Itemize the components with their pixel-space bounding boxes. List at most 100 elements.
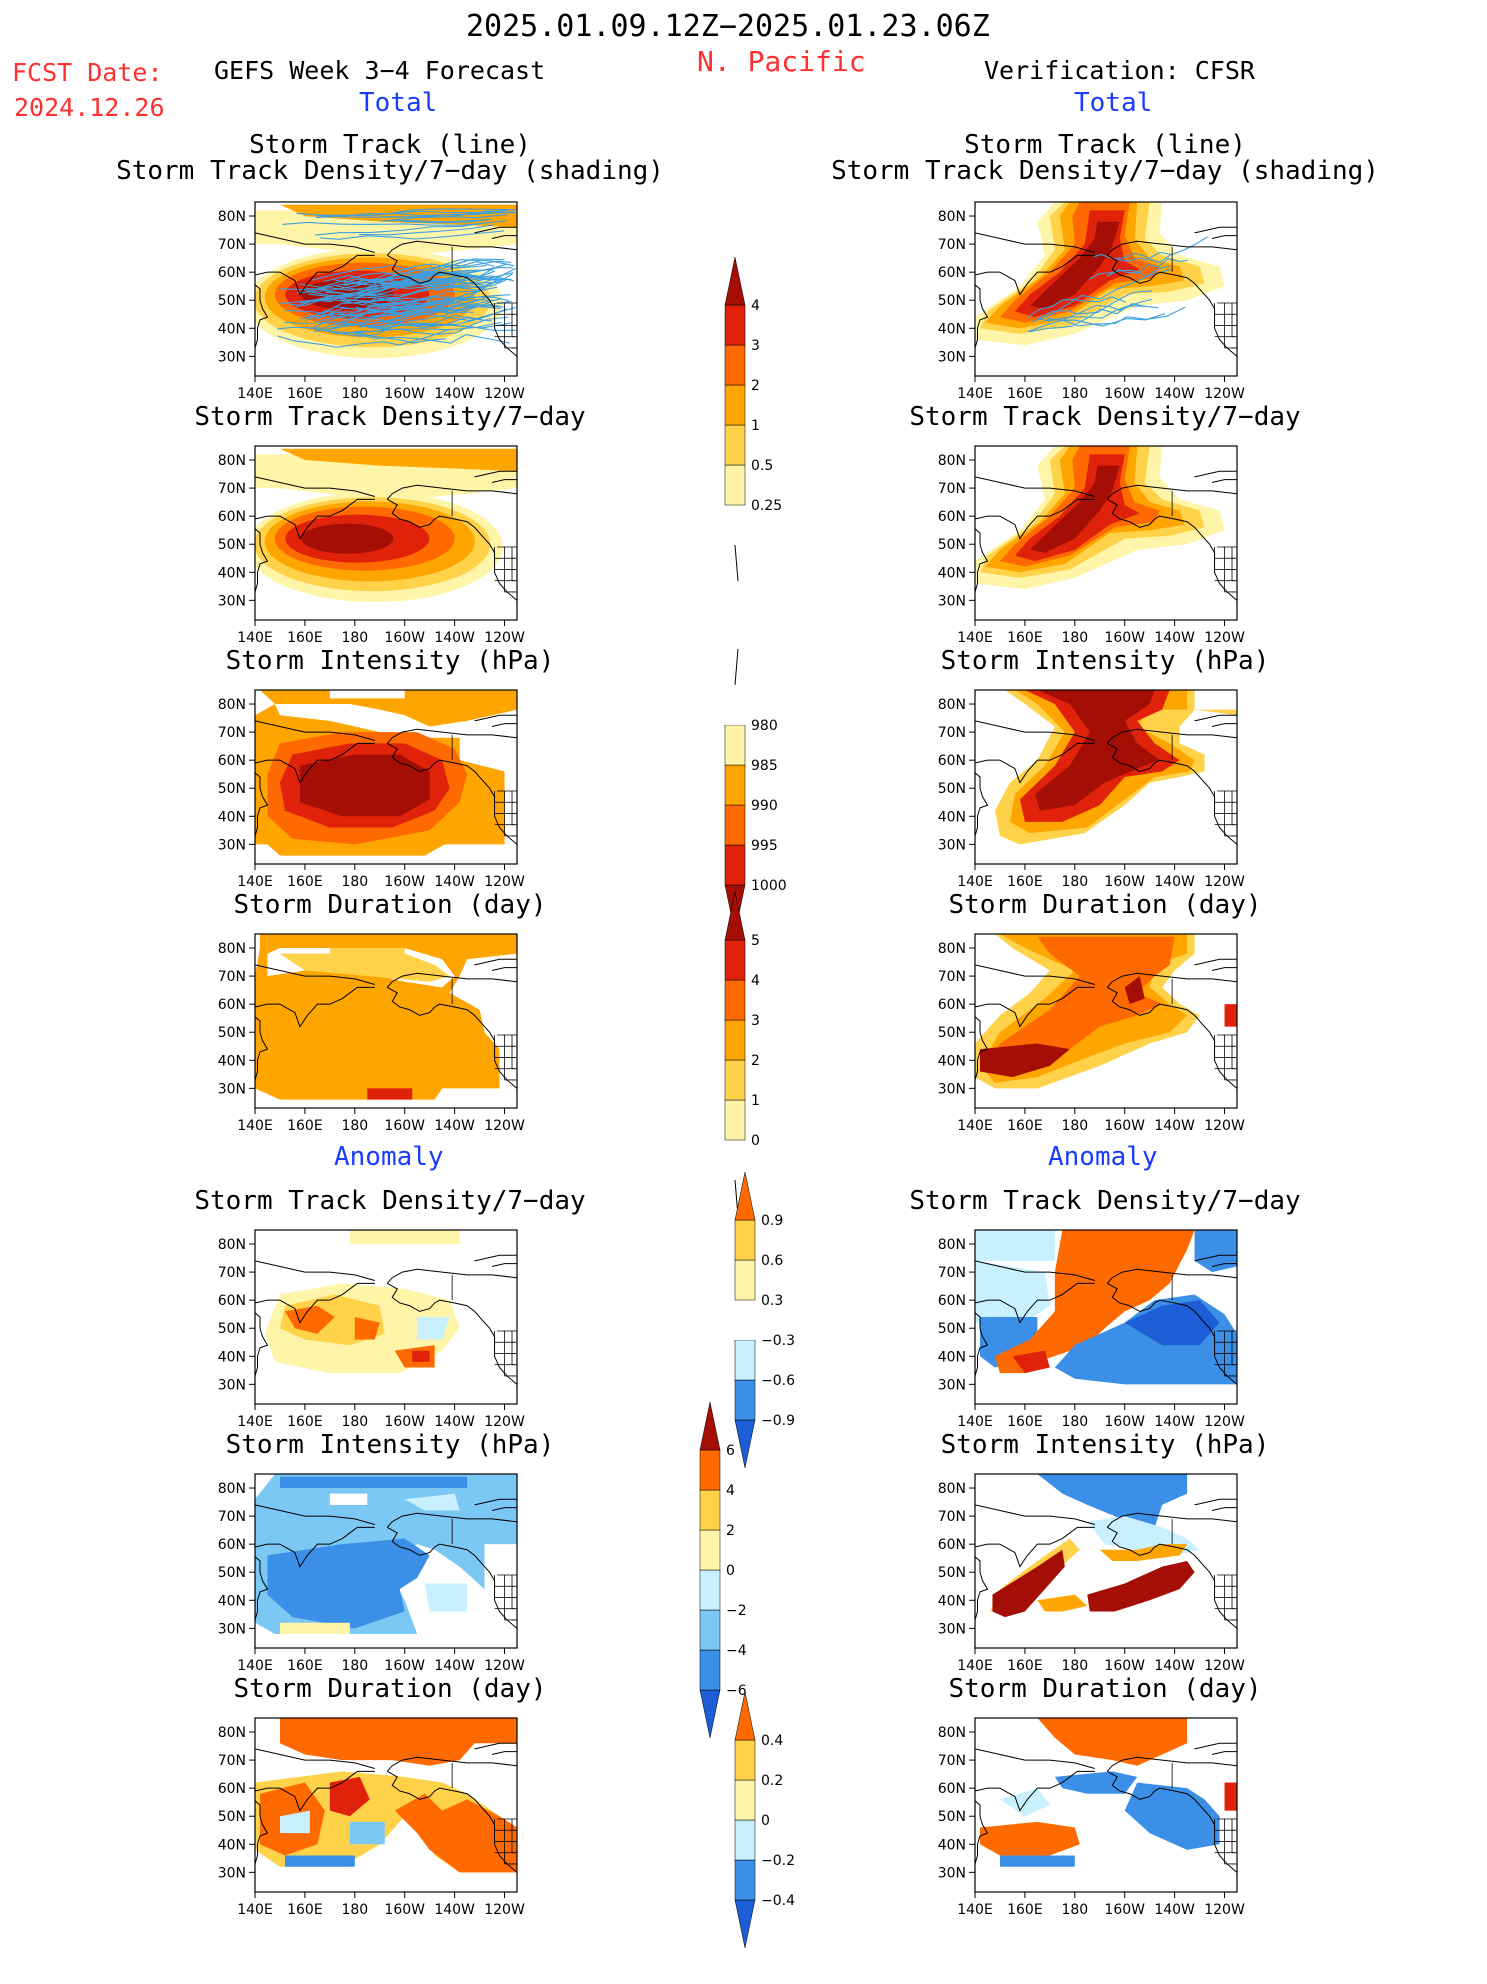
coastline — [999, 742, 1095, 784]
lat-tick-label: 80N — [938, 697, 966, 713]
coastline — [491, 723, 517, 727]
colorbar-duration-anomaly: −0.4 −0.2 0 0.2 0.4 — [725, 1660, 815, 1984]
panel-title-cfsr-duration: Storm Duration (day) — [948, 890, 1262, 920]
lat-tick-label: 60N — [218, 509, 246, 525]
lat-tick-label: 30N — [938, 837, 966, 853]
lon-tick-label: 140W — [1154, 1414, 1195, 1430]
lon-tick-label: 160W — [384, 386, 425, 402]
lat-tick-label: 50N — [218, 1025, 246, 1041]
coastline — [999, 1770, 1095, 1812]
coastline — [255, 759, 280, 764]
map-svg-gefs-intensity-anomaly: 80N 70N 60N 50N 40N 30N 140E 160E 180 160W 140W 120… — [218, 1473, 525, 1674]
storm-track-line — [304, 269, 494, 291]
lon-tick-label: 160W — [384, 1658, 425, 1674]
coastline — [1211, 235, 1237, 239]
lat-tick-label: 30N — [938, 1081, 966, 1097]
lon-tick-label: 140E — [237, 1414, 273, 1430]
shade-cell — [412, 1350, 430, 1362]
lat-tick-label: 30N — [218, 1621, 246, 1637]
shade-region — [354, 1317, 380, 1340]
coastline — [474, 958, 517, 966]
coastline — [255, 1787, 280, 1792]
lat-tick-label: 80N — [218, 209, 246, 225]
coastline — [279, 986, 375, 1028]
colorbar-segment — [724, 1099, 746, 1141]
colorbar-label: 1000 — [751, 878, 787, 894]
coastline — [975, 232, 1095, 253]
lat-tick-label: 40N — [218, 1053, 246, 1069]
lat-tick-label: 40N — [218, 809, 246, 825]
map-frame — [254, 1717, 518, 1893]
map-svg-cfsr-density-anomaly: 80N 70N 60N 50N 40N 30N 140E 160E 180 160W 140W 120… — [938, 1229, 1245, 1430]
coastline — [279, 1770, 375, 1812]
coastline — [975, 1543, 1000, 1548]
map-frame — [254, 1473, 518, 1649]
lon-tick-label: 160E — [287, 1902, 323, 1918]
colorbar-label: −0.2 — [761, 1853, 795, 1869]
colorbar-segment — [724, 1019, 746, 1061]
lat-tick-label: 80N — [218, 1237, 246, 1253]
colorbar-group: −0.4 −0.2 0 0.2 0.4 — [734, 1691, 795, 1949]
map-area: 80N 70N 60N 50N 40N 30N 140E 160E 180 160W 140W 120… — [938, 689, 1245, 890]
lat-tick-label: 60N — [218, 1293, 246, 1309]
storm-track-line — [1116, 236, 1208, 262]
lon-tick-label: 160W — [1104, 1118, 1145, 1134]
map-svg-cfsr-intensity: 80N 70N 60N 50N 40N 30N 140E 160E 180 160W 140W 120… — [938, 689, 1245, 890]
map-panel-cfsr-duration: 80N 70N 60N 50N 40N 30N 140E 160E 180 160W 140W 120… — [917, 930, 1249, 1142]
panel-title-gefs-intensity-anom: Storm Intensity (hPa) — [225, 1430, 555, 1460]
storm-track-line — [400, 218, 492, 224]
shade-region — [979, 1043, 1070, 1078]
colorbar-density: 0.25 0.5 1 2 3 4 — [715, 225, 805, 589]
shade-region — [267, 1538, 430, 1629]
shade-cell — [1224, 1004, 1237, 1027]
lon-tick-label: 120W — [1204, 1414, 1245, 1430]
coastline — [387, 742, 517, 845]
colorbar-label: 0.3 — [761, 1293, 783, 1309]
coastline — [255, 1016, 269, 1081]
colorbar-arrow — [734, 1171, 756, 1221]
map-panel-cfsr-intensity-anomaly: 80N 70N 60N 50N 40N 30N 140E 160E 180 160W 140W 120… — [917, 1470, 1249, 1682]
map-svg-gefs-duration-anomaly: 80N 70N 60N 50N 40N 30N 140E 160E 180 160W 140W 120… — [218, 1717, 525, 1918]
coastline — [279, 1526, 375, 1568]
colorbar-label: 4 — [726, 1483, 735, 1499]
storm-track-line — [395, 208, 516, 214]
coastline — [1106, 240, 1237, 256]
coastline — [1194, 1498, 1237, 1506]
colorbar-segment — [724, 804, 746, 846]
colorbar-svg: −6 −4 −2 0 2 4 6 — [699, 1401, 747, 1739]
gefs-title: GEFS Week 3−4 Forecast — [214, 56, 546, 85]
storm-track-line — [1093, 252, 1172, 263]
lat-tick-label: 80N — [938, 209, 966, 225]
lat-tick-label: 40N — [938, 1837, 966, 1853]
colorbar-label: −2 — [726, 1603, 747, 1619]
map-area: 80N 70N 60N 50N 40N 30N 140E 160E 180 160W 140W 120… — [938, 1229, 1245, 1430]
shade-cell — [367, 1088, 413, 1100]
lat-tick-label: 70N — [938, 1753, 966, 1769]
lat-tick-label: 40N — [938, 321, 966, 337]
coastline — [975, 515, 1000, 520]
lon-tick-label: 140E — [237, 386, 273, 402]
coastline — [255, 720, 375, 741]
coastline — [1194, 714, 1237, 722]
lat-tick-label: 50N — [938, 1025, 966, 1041]
lat-tick-label: 70N — [938, 725, 966, 741]
lat-tick-label: 80N — [218, 453, 246, 469]
map-area: 80N 70N 60N 50N 40N 30N 140E 160E 180 160W 140W 120… — [218, 1473, 525, 1674]
shade-region — [979, 1821, 1080, 1856]
total-label-left: Total — [359, 88, 438, 118]
lon-tick-label: 180 — [1061, 1414, 1088, 1430]
shading-layer — [255, 690, 517, 864]
lat-tick-label: 60N — [938, 265, 966, 281]
lat-tick-label: 60N — [938, 997, 966, 1013]
lon-tick-label: 160E — [287, 1658, 323, 1674]
coastline — [975, 772, 989, 837]
map-area: 80N 70N 60N 50N 40N 30N 140E 160E 180 160W 140W 120… — [938, 1717, 1245, 1918]
shade-cell — [1224, 1782, 1237, 1811]
lon-tick-label: 160W — [384, 630, 425, 646]
map-area: 80N 70N 60N 50N 40N 30N 140E 160E 180 160W 140W 120… — [218, 689, 525, 890]
colorbar-arrow — [724, 256, 746, 306]
lon-tick-label: 180 — [1061, 1118, 1088, 1134]
shade-region — [1029, 465, 1120, 553]
storm-track-line — [1046, 306, 1186, 327]
colorbar-label: −0.6 — [761, 1373, 795, 1389]
